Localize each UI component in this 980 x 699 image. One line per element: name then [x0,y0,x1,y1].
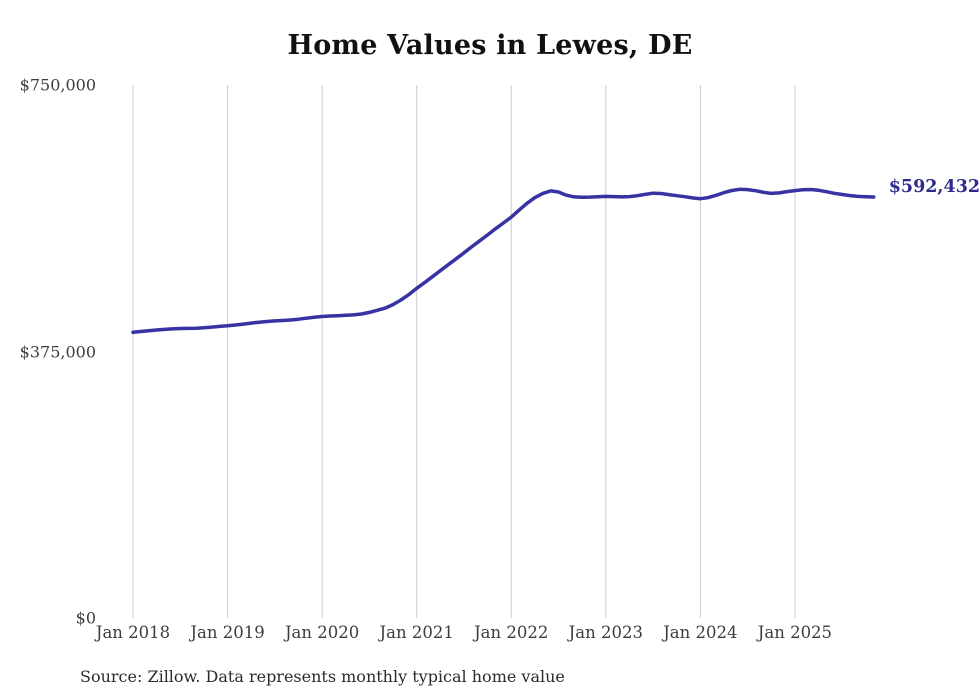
x-tick-label: Jan 2019 [190,623,265,642]
latest-value-label: $592,432 [888,176,980,197]
x-tick-label: Jan 2018 [95,623,171,642]
x-tick-label: Jan 2022 [474,623,549,642]
home-value-line [131,187,876,335]
y-tick-label: $0 [75,608,96,628]
x-tick-label: Jan 2021 [379,623,454,642]
chart-title: Home Values in Lewes, DE [287,30,693,61]
x-tick-label: Jan 2020 [284,623,360,642]
source-note: Source: Zillow. Data represents monthly … [80,667,565,686]
y-tick-label: $375,000 [19,342,96,361]
y-tick-label: $750,000 [19,75,96,95]
x-tick-label: Jan 2024 [663,623,738,642]
x-tick-label: Jan 2023 [568,623,643,642]
x-tick-label: Jan 2025 [757,623,833,642]
